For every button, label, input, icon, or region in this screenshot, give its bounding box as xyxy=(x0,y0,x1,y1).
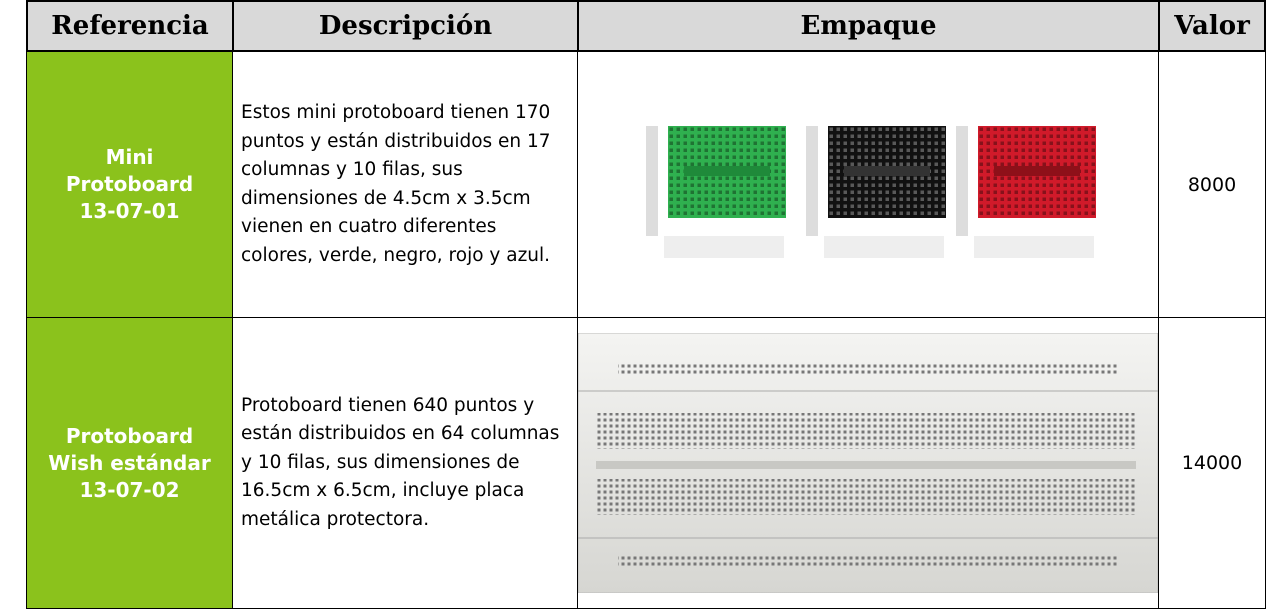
description-cell: Estos mini protoboard tienen 170 puntos … xyxy=(232,51,578,318)
header-cell: Descripción xyxy=(232,0,579,52)
reference-cell: Mini Protoboard 13-07-01 xyxy=(26,51,233,318)
reference-cell: Protoboard Wish estándar 13-07-02 xyxy=(26,317,233,609)
reference-line: Protoboard xyxy=(65,423,194,448)
reference-line: 13-07-02 xyxy=(79,477,180,502)
value-cell: 14000 xyxy=(1158,317,1266,609)
header-cell: Referencia xyxy=(26,0,234,52)
reference-line: Mini xyxy=(105,145,154,169)
reference-line: 13-07-01 xyxy=(79,199,180,223)
reference-line: Wish estándar xyxy=(48,450,211,475)
header-cell: Empaque xyxy=(577,0,1160,52)
package-cell xyxy=(577,51,1159,318)
value-cell: 8000 xyxy=(1158,51,1266,318)
description-cell: Protoboard tienen 640 puntos y están dis… xyxy=(232,317,578,609)
reference-line: Protoboard xyxy=(65,172,194,196)
protoboard-image xyxy=(578,333,1158,593)
package-cell xyxy=(577,317,1159,609)
mini-protoboard-image xyxy=(646,125,1096,258)
header-cell: Valor xyxy=(1158,0,1266,52)
